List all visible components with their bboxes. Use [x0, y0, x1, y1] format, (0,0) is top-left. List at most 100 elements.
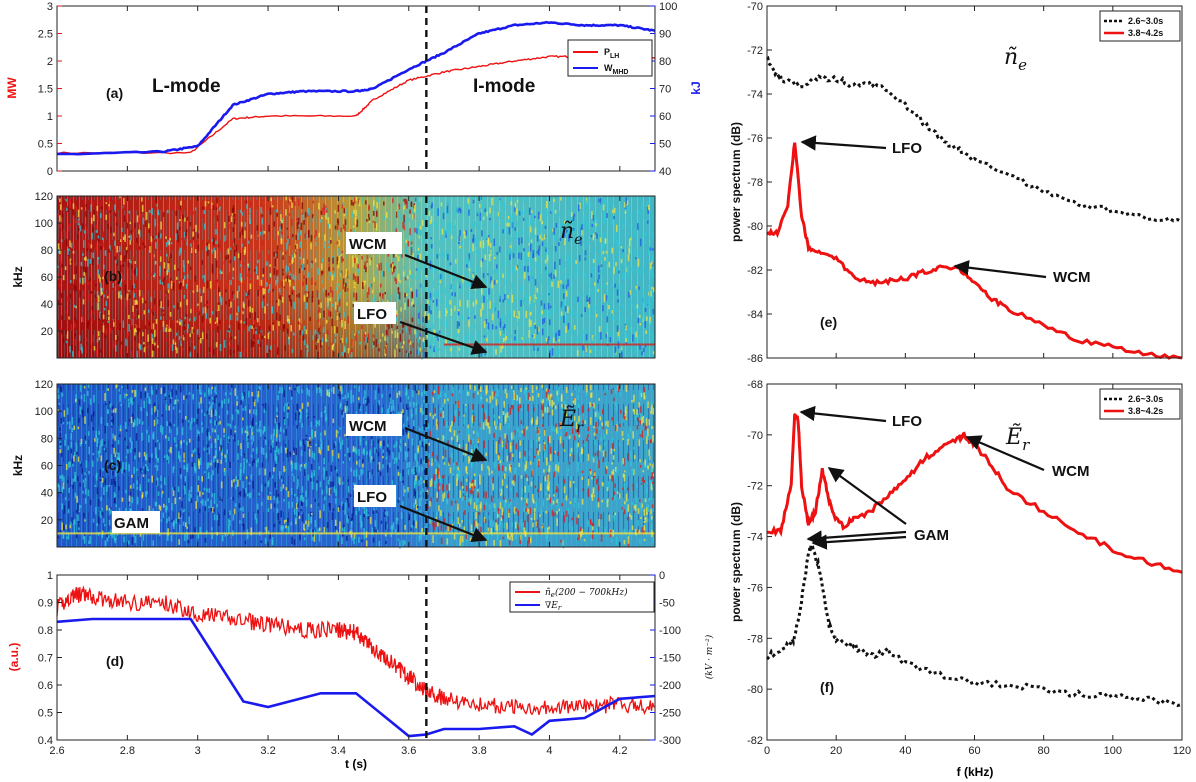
- c-speckle: [374, 394, 377, 400]
- c-speckle: [100, 455, 103, 462]
- b-speckle: [108, 248, 110, 253]
- c-speckle: [613, 495, 616, 501]
- c-speckle: [314, 499, 317, 502]
- c-speckle: [637, 508, 640, 514]
- b-speckle: [642, 266, 644, 275]
- b-speckle: [269, 264, 271, 267]
- c-speckle: [282, 484, 285, 489]
- b-speckle: [571, 219, 573, 226]
- b-speckle: [288, 279, 290, 283]
- c-speckle: [485, 452, 487, 457]
- c-speckle: [161, 426, 164, 435]
- c-speckle: [449, 429, 451, 432]
- a-right-ytick-label: 50: [659, 139, 671, 151]
- c-speckle: [506, 455, 509, 462]
- b-speckle: [598, 322, 600, 329]
- b-speckle: [603, 239, 605, 248]
- b-speckle: [617, 330, 620, 338]
- c-speckle: [240, 448, 243, 457]
- b-speckle: [220, 244, 223, 252]
- c-speckle: [479, 479, 481, 485]
- c-speckle: [547, 407, 549, 413]
- c-speckle: [79, 505, 82, 508]
- c-speckle: [433, 474, 435, 481]
- c-speckle: [508, 422, 510, 429]
- c-speckle: [600, 445, 602, 453]
- b-speckle: [282, 296, 284, 303]
- b-speckle: [398, 349, 401, 352]
- c-speckle: [245, 476, 248, 480]
- c-speckle: [402, 485, 405, 493]
- c-speckle: [101, 438, 104, 446]
- b-speckle: [502, 289, 504, 294]
- b-speckle: [89, 277, 91, 282]
- c-speckle: [356, 460, 358, 465]
- b-speckle: [438, 330, 441, 334]
- b-speckle: [177, 234, 179, 243]
- b-speckle: [426, 255, 429, 262]
- c-speckle: [171, 389, 173, 397]
- c-speckle: [623, 540, 626, 545]
- c-speckle: [372, 537, 375, 543]
- b-speckle: [576, 267, 578, 273]
- b-speckle: [421, 285, 423, 289]
- b-speckle: [588, 239, 590, 244]
- b-speckle: [486, 211, 488, 217]
- c-speckle: [412, 390, 414, 398]
- c-speckle: [476, 498, 479, 503]
- b-speckle: [224, 292, 226, 297]
- c-speckle: [142, 466, 145, 469]
- b-speckle: [532, 199, 535, 203]
- b-speckle: [160, 233, 162, 239]
- c-speckle: [87, 391, 89, 396]
- c-speckle: [479, 474, 481, 480]
- c-speckle: [290, 488, 293, 495]
- c-speckle: [311, 428, 313, 437]
- c-speckle: [379, 444, 382, 449]
- c-speckle: [503, 401, 505, 408]
- b-speckle: [118, 218, 120, 224]
- c-speckle: [188, 490, 191, 494]
- b-speckle: [324, 247, 326, 250]
- c-speckle: [610, 389, 613, 394]
- c-speckle: [140, 407, 143, 411]
- c-speckle: [590, 392, 592, 398]
- c-speckle: [307, 415, 309, 419]
- c-speckle: [624, 410, 627, 418]
- b-speckle: [522, 197, 525, 203]
- b-speckle: [584, 307, 586, 313]
- b-speckle: [306, 259, 309, 265]
- c-speckle: [332, 508, 335, 512]
- c-speckle: [414, 385, 417, 391]
- b-speckle: [611, 219, 613, 224]
- c-speckle: [420, 481, 422, 485]
- c-speckle: [607, 420, 609, 428]
- c-speckle: [496, 388, 499, 397]
- c-speckle: [95, 435, 97, 439]
- c-speckle: [525, 389, 527, 393]
- b-speckle: [527, 266, 529, 273]
- b-speckle: [92, 226, 94, 233]
- c-speckle: [638, 439, 640, 447]
- b-speckle: [533, 322, 536, 325]
- b-speckle: [420, 229, 423, 236]
- c-speckle: [587, 434, 589, 437]
- b-speckle: [407, 241, 410, 247]
- b-speckle: [373, 200, 375, 207]
- c-speckle: [143, 452, 146, 457]
- b-speckle: [304, 211, 307, 218]
- c-speckle: [199, 384, 201, 392]
- b-speckle: [597, 256, 599, 262]
- b-speckle: [134, 324, 137, 333]
- b-speckle: [487, 273, 489, 276]
- b-speckle: [560, 301, 563, 308]
- b-speckle: [638, 210, 640, 215]
- c-speckle: [300, 450, 303, 457]
- c-speckle: [460, 481, 463, 487]
- c-speckle: [275, 441, 278, 447]
- c-speckle: [208, 434, 211, 441]
- b-speckle: [82, 223, 84, 230]
- b-speckle: [399, 333, 402, 342]
- b-speckle: [341, 255, 343, 263]
- c-speckle: [327, 480, 330, 485]
